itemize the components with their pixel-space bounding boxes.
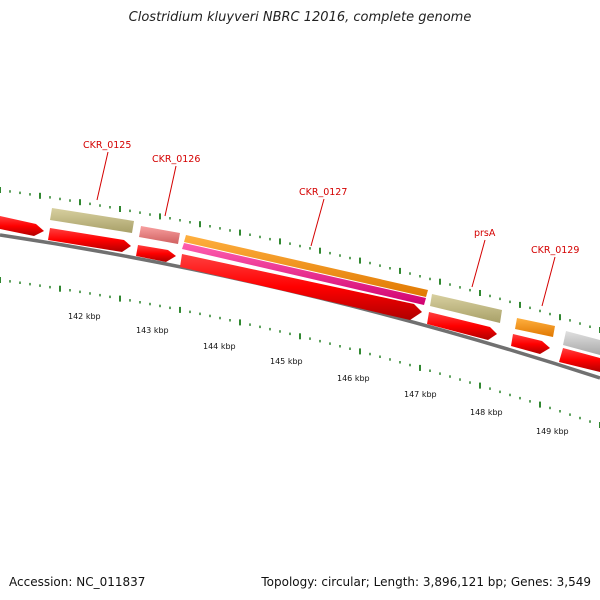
scale-labels: 142 kbp 143 kbp 144 kbp 145 kbp 146 kbp … [68,312,569,436]
cds-arrow[interactable] [427,312,497,340]
scale-label: 145 kbp [270,357,303,366]
scale-label: 143 kbp [136,326,169,335]
cds-arrow[interactable] [559,348,600,372]
outer-tick-track [0,187,600,333]
scale-label: 146 kbp [337,374,370,383]
cds-arrow[interactable] [180,254,422,320]
gene-label-ckr-0126[interactable]: CKR_0126 [152,154,200,165]
scale-label: 149 kbp [536,427,569,436]
gene-band-ckr-0127[interactable] [184,235,428,297]
gene-band-ckr-0127-inner[interactable] [182,243,426,305]
gene-band-prsa[interactable] [430,294,502,323]
gene-band-ckr-0126[interactable] [139,226,180,244]
genome-info-text: Topology: circular; Length: 3,896,121 bp… [261,575,591,589]
gene-band-ckr-0129[interactable] [515,318,555,337]
gene-band-ckr-0125[interactable] [50,208,134,233]
gene-features [50,208,600,355]
scale-label: 142 kbp [68,312,101,321]
map-title: Clostridium kluyveri NBRC 12016, complet… [128,10,472,25]
label-leaders [96,151,556,307]
scale-label: 147 kbp [404,390,437,399]
gene-band-grey[interactable] [563,331,600,355]
cds-features [0,216,600,372]
gene-label-ckr-0127[interactable]: CKR_0127 [299,187,347,198]
cds-arrow[interactable] [511,334,550,354]
cds-arrow[interactable] [48,228,131,252]
gene-label-ckr-0129[interactable]: CKR_0129 [531,245,579,256]
gene-label-prsa[interactable]: prsA [474,228,496,239]
scale-label: 148 kbp [470,408,503,417]
gene-label-group: CKR_0125 CKR_0126 CKR_0127 prsA CKR_0129 [83,140,579,256]
accession-text: Accession: NC_011837 [9,575,146,589]
scale-label: 144 kbp [203,342,236,351]
cds-arrow[interactable] [136,245,176,262]
cds-arrow[interactable] [0,216,44,236]
gene-label-ckr-0125[interactable]: CKR_0125 [83,140,131,151]
inner-tick-track [0,277,600,428]
